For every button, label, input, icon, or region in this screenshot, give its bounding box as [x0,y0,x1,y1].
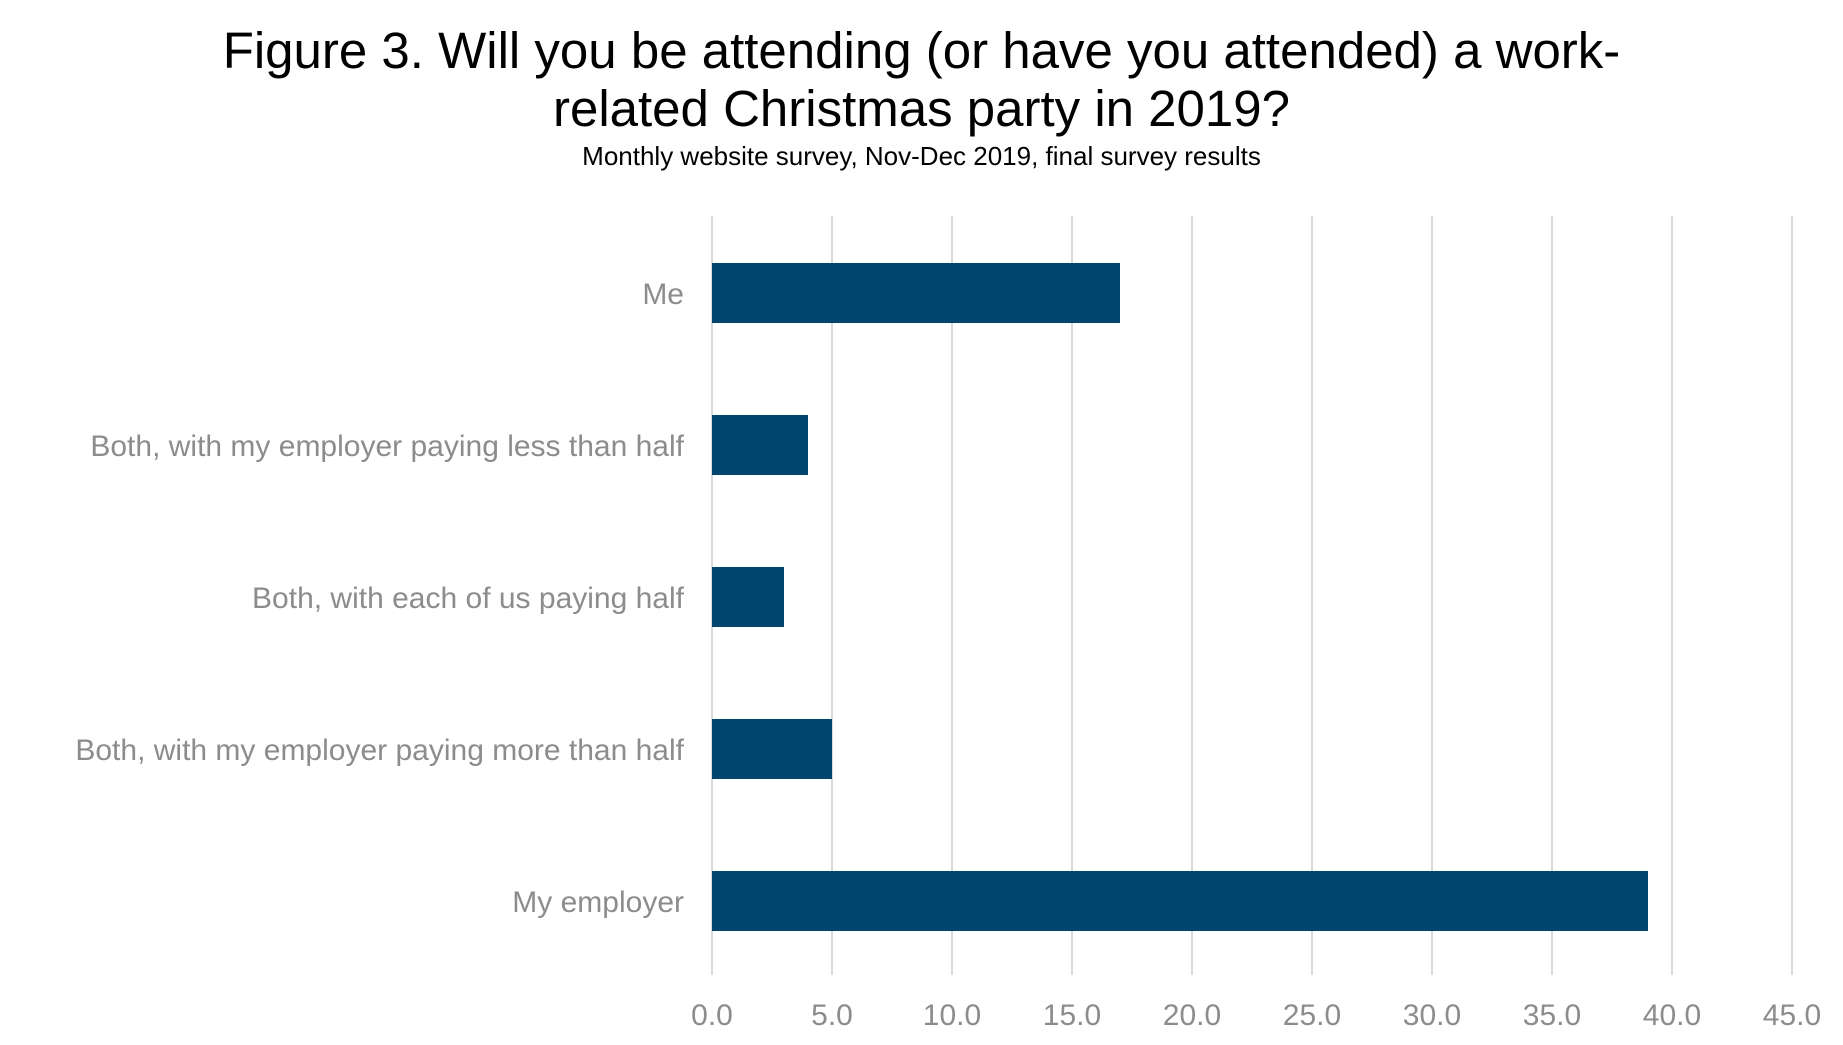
chart-subtitle: Monthly website survey, Nov-Dec 2019, fi… [582,141,1261,171]
x-tick-label: 40.0 [1643,999,1701,1032]
category-labels: Me Both, with my employer paying less tha… [75,278,684,919]
category-label: Both, with each of us paying half [252,582,685,615]
chart-title-line-1: Figure 3. Will you be attending (or have… [222,22,1621,79]
x-tick-label: 10.0 [923,999,981,1032]
chart-title: Figure 3. Will you be attending (or have… [0,22,1843,138]
gridlines [711,216,1793,975]
x-tick-label: 0.0 [691,999,733,1032]
bar [712,567,784,627]
bar [712,415,808,475]
x-tick-label: 5.0 [811,999,853,1032]
bars [712,263,1648,931]
category-label: Both, with my employer paying more than … [75,734,684,767]
x-tick-label: 15.0 [1043,999,1101,1032]
x-tick-label: 20.0 [1163,999,1221,1032]
category-label: My employer [512,886,684,919]
bar [712,871,1648,931]
bar [712,719,832,779]
x-tick-label: 25.0 [1283,999,1341,1032]
x-tick-label: 30.0 [1403,999,1461,1032]
x-tick-labels: 0.0 5.0 10.0 15.0 20.0 25.0 30.0 35.0 40.0 45.0 [691,999,1821,1032]
x-tick-label: 35.0 [1523,999,1581,1032]
category-label: Both, with my employer paying less than … [90,430,684,463]
category-label: Me [642,278,684,311]
x-tick-label: 45.0 [1763,999,1821,1032]
bar [712,263,1120,323]
chart-title-line-2: related Christmas party in 2019? [552,80,1291,137]
